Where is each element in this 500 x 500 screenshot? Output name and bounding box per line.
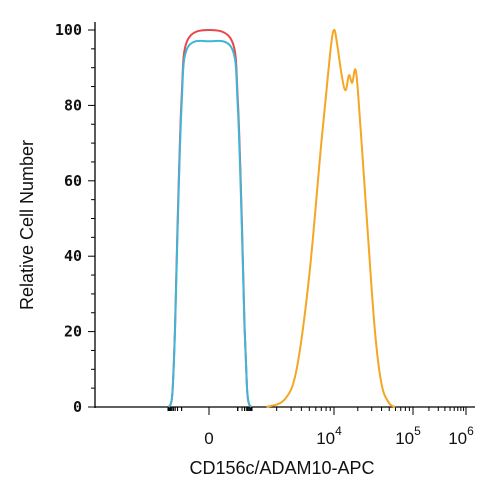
y-tick-label: 20 [64, 323, 82, 341]
x-tick-label: 106 [448, 424, 474, 448]
y-tick-label: 40 [64, 247, 82, 265]
x-tick-label: 105 [395, 424, 421, 448]
y-tick-label: 60 [64, 172, 82, 190]
x-tick-label: 104 [316, 424, 342, 448]
x-axis-title: CD156c/ADAM10-APC [189, 458, 374, 478]
series-line-3 [266, 28, 396, 408]
histogram-series [167, 28, 396, 408]
y-axis: 0 20 40 60 80 100 [55, 21, 95, 416]
y-tick-label: 80 [64, 96, 82, 114]
x-axis: 0 104 105 106 [167, 407, 474, 448]
y-axis-title: Relative Cell Number [17, 140, 37, 310]
y-tick-label: 0 [73, 398, 82, 416]
y-tick-label: 100 [55, 21, 82, 39]
series-line-2 [167, 39, 253, 408]
series-line-1 [167, 29, 253, 408]
plot-frame [94, 22, 475, 408]
x-tick-label: 0 [204, 429, 213, 448]
